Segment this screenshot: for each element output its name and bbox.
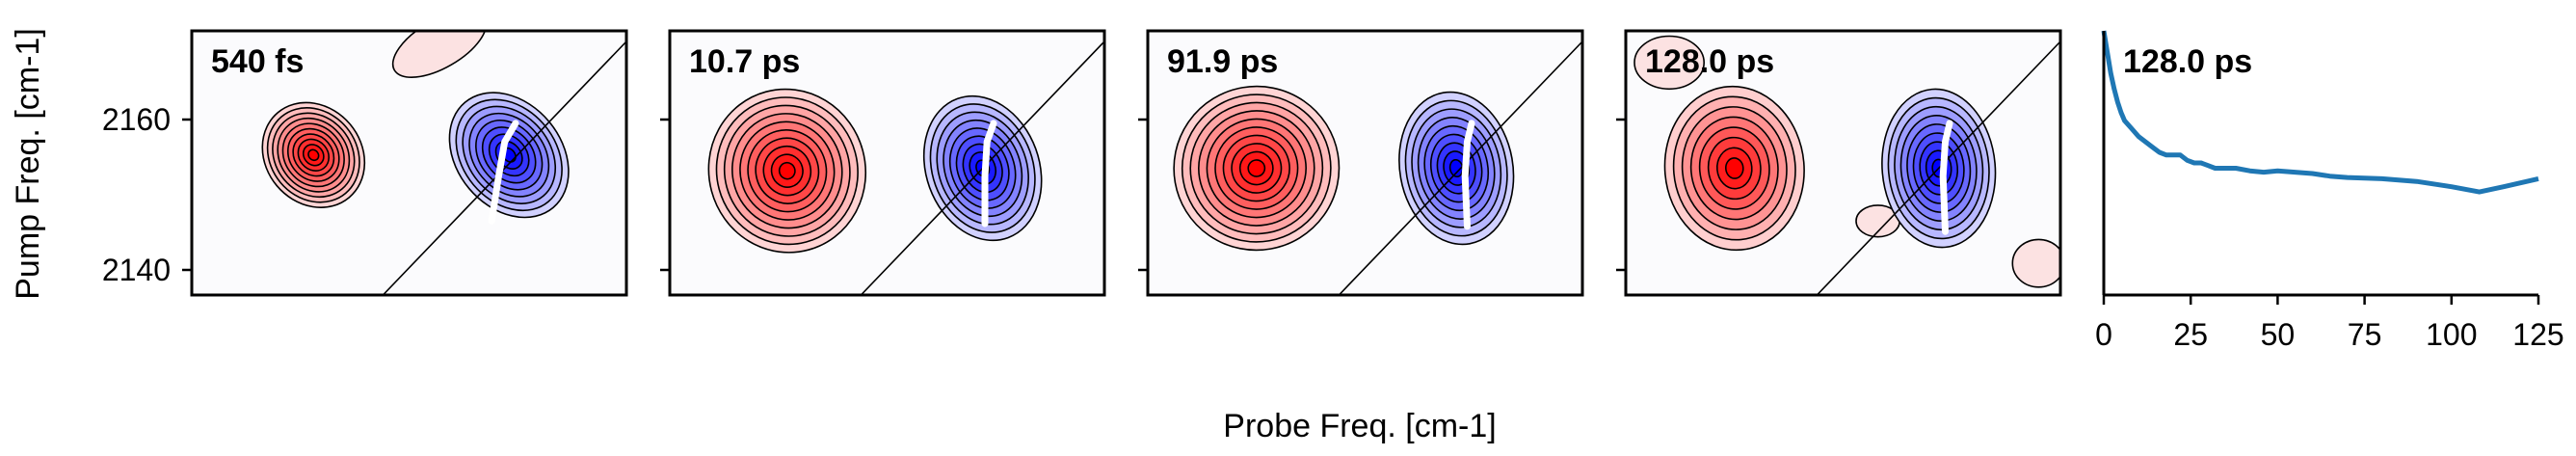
contour-extra: [2011, 238, 2060, 288]
panel-1-plot: [192, 31, 626, 295]
panel-3-frame: [1146, 29, 1584, 297]
contour-negative: [1247, 159, 1266, 177]
line-panel-title: 128.0 ps: [2123, 43, 2252, 80]
panel-3-title: 91.9 ps: [1167, 43, 1278, 80]
center-line: [981, 120, 997, 228]
x-tick-label: 75: [2348, 317, 2382, 352]
panel-2-plot: [670, 31, 1104, 295]
panel-1-frame: [190, 29, 628, 297]
x-tick-label: 50: [2261, 317, 2296, 352]
line-panel: 128.0 ps 0 25 50 75 100 125: [2095, 30, 2564, 352]
panel-2-frame: [668, 29, 1106, 297]
panel-1-title: 540 fs: [211, 43, 304, 80]
panel-3-plot: [1148, 31, 1582, 295]
heatmap-panel-2: 10.7 ps: [660, 29, 1106, 297]
heatmap-panel-1: 540 fs 2160 2140: [102, 29, 628, 297]
panel-4-frame: [1624, 29, 2062, 297]
diagonal-line: [1338, 40, 1582, 295]
x-tick-label: 0: [2095, 317, 2112, 352]
panel-1-y-axis: 2160 2140: [102, 102, 192, 287]
line-panel-x-axis: 0 25 50 75 100 125: [2095, 295, 2564, 352]
diagonal-line: [1816, 40, 2060, 295]
panel-4-title: 128.0 ps: [1645, 43, 1774, 80]
center-line: [1461, 120, 1475, 230]
contour-negative: [778, 161, 796, 180]
line-plot: [2101, 30, 2539, 195]
y-tick-label: 2140: [102, 253, 171, 287]
panel-2-title: 10.7 ps: [689, 43, 800, 80]
line-series: [2101, 30, 2539, 195]
contour-extra: [391, 31, 488, 78]
x-axis-label: Probe Freq. [cm-1]: [1223, 408, 1496, 444]
y-tick-label: 2160: [102, 102, 171, 137]
contour-negative: [307, 148, 320, 162]
center-line: [1939, 120, 1953, 235]
contour-extra: [1633, 35, 1705, 91]
center-line: [488, 120, 519, 225]
x-tick-label: 125: [2512, 317, 2563, 352]
x-tick-label: 100: [2426, 317, 2477, 352]
heatmap-panel-4: 128.0 ps: [1616, 29, 2062, 297]
heatmap-panel-3: 91.9 ps: [1138, 29, 1584, 297]
diagonal-line: [382, 40, 626, 295]
x-tick-label: 25: [2173, 317, 2208, 352]
contour-negative: [1724, 157, 1744, 179]
y-axis-label: Pump Freq. [cm-1]: [10, 28, 46, 300]
panel-4-plot: [1626, 31, 2060, 295]
